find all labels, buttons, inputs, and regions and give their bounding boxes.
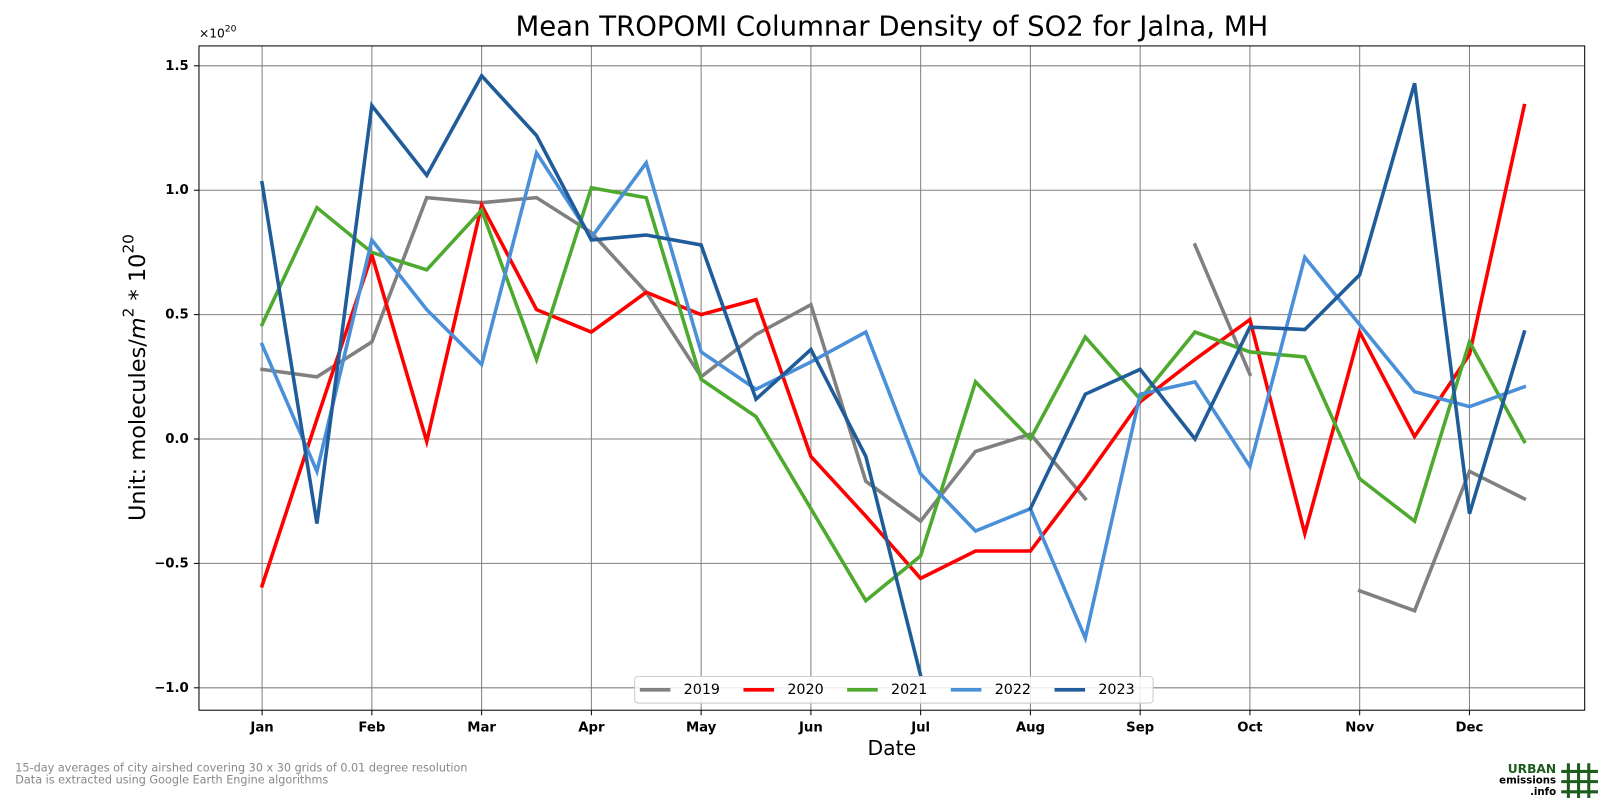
x-tick-label: Jan [249,721,273,736]
x-tick-label: Aug [1016,721,1045,736]
x-axis-label: Date [867,736,916,760]
plot-frame [198,45,1586,711]
logo-icon [1561,763,1598,798]
x-tick-label: Apr [578,721,605,736]
series-line [259,185,1527,604]
y-axis-label-part: 20 [119,234,137,253]
x-tick-label: Sep [1126,721,1154,736]
legend-label: 2019 [684,682,720,698]
y-offset-exponent: 20 [225,23,237,34]
series-line [259,103,1527,589]
y-tick-label: 0.0 [165,432,188,447]
y-tick-label: 0.5 [165,308,188,323]
chart-title: Mean TROPOMI Columnar Density of SO2 for… [515,11,1268,43]
logo-text: .info [1530,787,1556,798]
series-line [259,72,1527,678]
series-line [260,195,1527,613]
y-offset-base: ×10 [199,26,225,40]
y-tick-label: 1.0 [165,183,188,198]
series-line [259,148,1527,644]
y-tick-label: 1.5 [165,59,188,74]
legend-label: 2020 [787,682,823,698]
logo: URBAN emissions .info [1499,762,1598,798]
y-axis-label-part: * 10 [124,254,150,308]
logo-text: emissions [1499,776,1556,787]
series-group [259,72,1527,678]
y-axis-label: Unit: molecules/m2 * 1020 [119,234,150,521]
x-tick-label: Nov [1345,721,1374,736]
x-tick-label: Oct [1237,721,1263,736]
legend-box [634,676,1154,704]
y-tick-label: −1.0 [154,681,189,696]
x-tick-label: Dec [1456,721,1484,736]
x-tick-label: Jul [910,721,930,736]
y-tick-label: −0.5 [154,556,189,571]
y-axis-label-part: m [124,317,150,339]
legend-label: 2023 [1098,682,1134,698]
legend-label: 2022 [995,682,1031,698]
y-offset-label: ×1020 [199,23,237,40]
y-axis-label-part: Unit: molecules/ [124,339,150,521]
x-tick-label: Jun [798,721,823,736]
legend: 2019 2020 2021 2022 2023 [634,676,1154,704]
footnote: Data is extracted using Google Earth Eng… [15,774,328,787]
x-tick-label: Mar [467,721,496,736]
x-tick-label: Feb [358,721,385,736]
logo-text: URBAN [1508,762,1556,776]
legend-label: 2021 [891,682,927,698]
footnote: 15-day averages of city airshed covering… [15,761,467,774]
x-tick-label: May [686,721,717,736]
y-axis-label-part: 2 [119,308,137,318]
